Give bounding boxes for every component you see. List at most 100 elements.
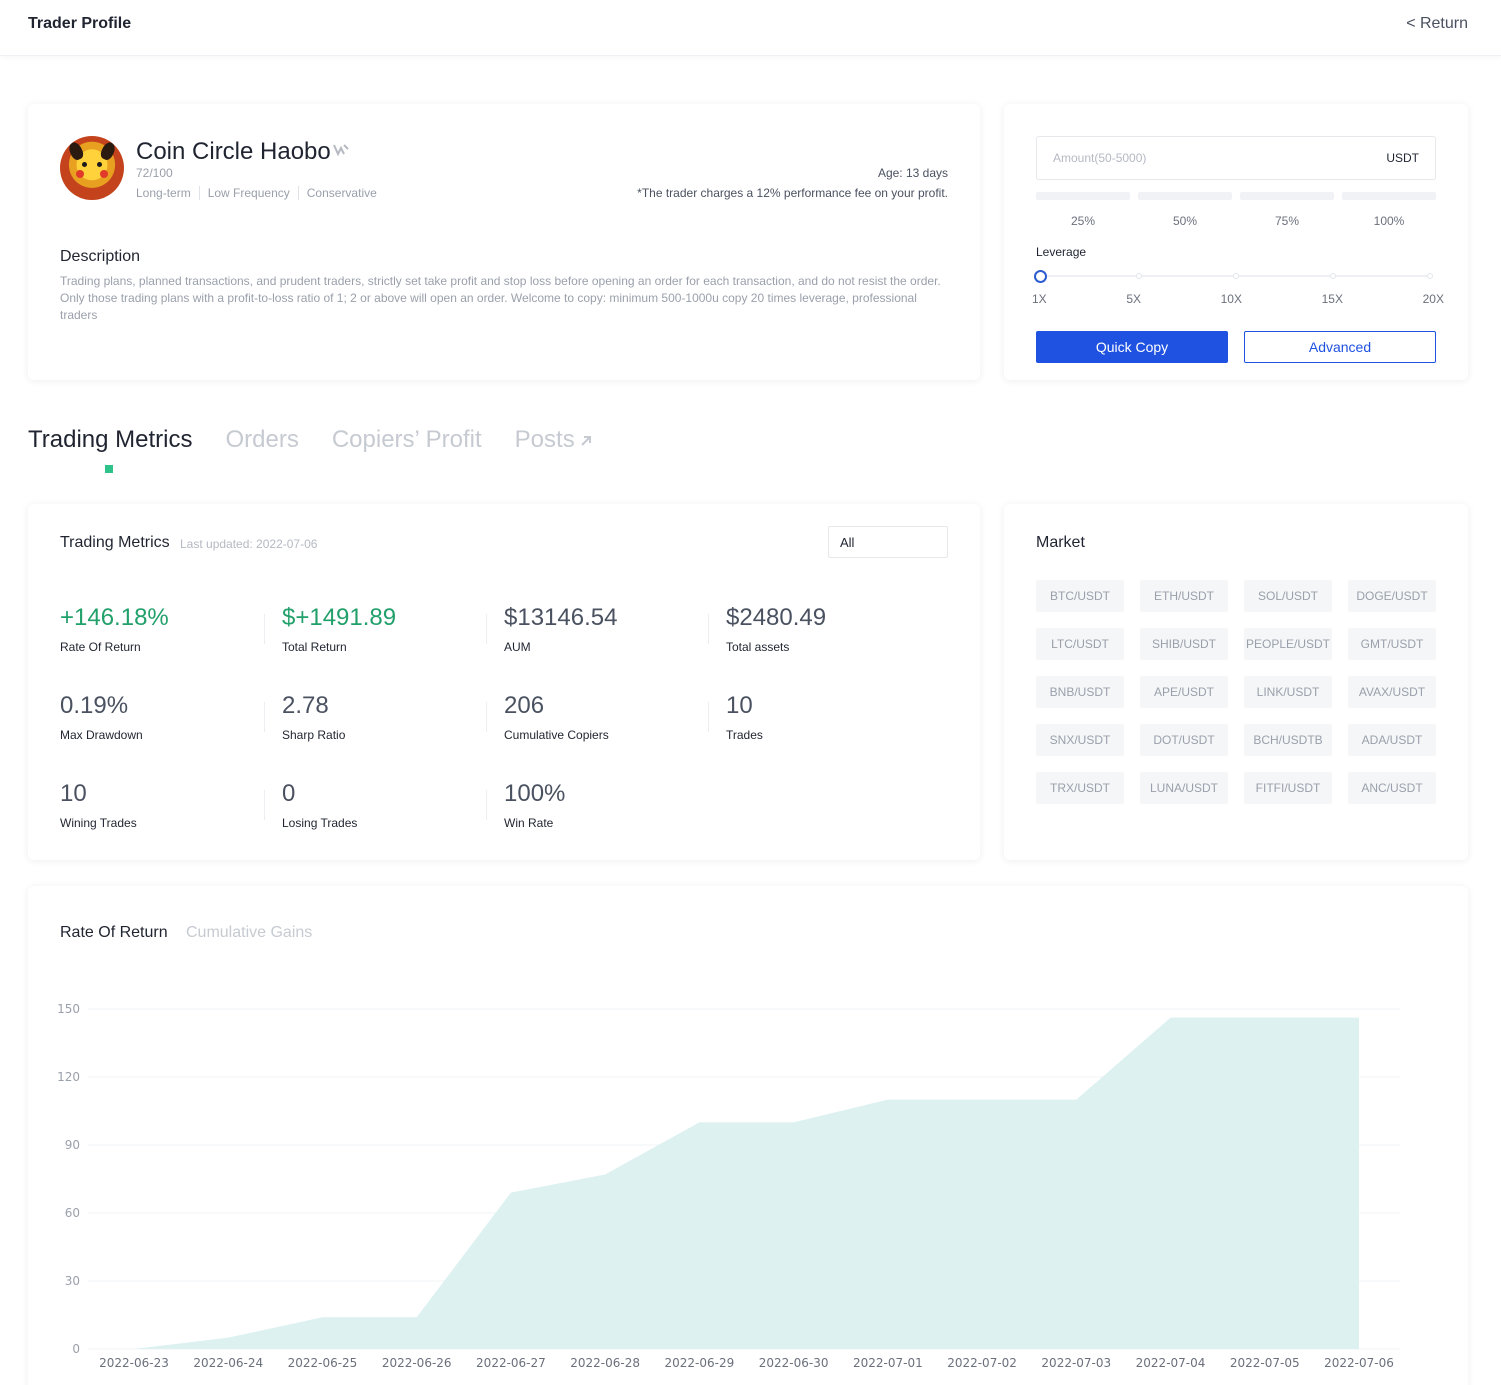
leverage-slider-handle[interactable] bbox=[1034, 270, 1047, 283]
tag: Conservative bbox=[297, 186, 385, 200]
leverage-mark: 20X bbox=[1422, 292, 1444, 306]
x-tick-label: 2022-06-28 bbox=[570, 1356, 640, 1370]
market-pair[interactable]: AVAX/USDT bbox=[1348, 676, 1436, 708]
quick-copy-button[interactable]: Quick Copy bbox=[1036, 331, 1228, 363]
stat-aum: $13146.54 AUM bbox=[504, 604, 704, 654]
x-tick-label: 2022-06-29 bbox=[665, 1356, 735, 1370]
tab-label: Orders bbox=[225, 426, 299, 453]
stat-value: 100% bbox=[504, 780, 566, 807]
percent-option-75[interactable]: 75% bbox=[1274, 214, 1300, 228]
market-pair[interactable]: SNX/USDT bbox=[1036, 724, 1124, 756]
stat-cumulative-copiers: 206 Cumulative Copiers bbox=[504, 692, 704, 742]
leverage-mark: 15X bbox=[1321, 292, 1343, 306]
market-pair[interactable]: LINK/USDT bbox=[1244, 676, 1332, 708]
market-pair[interactable]: BNB/USDT bbox=[1036, 676, 1124, 708]
fee-note: *The trader charges a 12% performance fe… bbox=[637, 186, 948, 200]
tab-trading-metrics[interactable]: Trading Metrics bbox=[28, 426, 192, 454]
stat-label: Losing Trades bbox=[282, 816, 358, 830]
percent-bar[interactable] bbox=[1036, 192, 1130, 200]
amount-input[interactable] bbox=[1037, 137, 1367, 179]
stat-total-return: $+1491.89 Total Return bbox=[282, 604, 482, 654]
y-tick-label: 90 bbox=[65, 1138, 80, 1152]
return-link[interactable]: < Return bbox=[1406, 15, 1468, 32]
leverage-stop[interactable] bbox=[1136, 273, 1142, 279]
tab-cumulative-gains[interactable]: Cumulative Gains bbox=[186, 924, 313, 941]
percent-option-25[interactable]: 25% bbox=[1070, 214, 1096, 228]
leverage-mark: 5X bbox=[1126, 292, 1141, 306]
stat-value: 10 bbox=[726, 692, 753, 719]
percent-bars bbox=[1036, 192, 1436, 200]
section-tabs: Trading Metrics Orders Copiers’ Profit P… bbox=[28, 426, 626, 454]
trading-metrics-card: Trading Metrics Last updated: 2022-07-06… bbox=[28, 504, 980, 860]
stat-value: $2480.49 bbox=[726, 604, 827, 631]
market-pair[interactable]: LTC/USDT bbox=[1036, 628, 1124, 660]
x-tick-label: 2022-07-04 bbox=[1136, 1356, 1206, 1370]
market-pair[interactable]: BTC/USDT bbox=[1036, 580, 1124, 612]
stat-label: Max Drawdown bbox=[60, 728, 143, 742]
advanced-button[interactable]: Advanced bbox=[1244, 331, 1436, 363]
market-pair[interactable]: ETH/USDT bbox=[1140, 580, 1228, 612]
y-tick-label: 30 bbox=[65, 1274, 80, 1288]
market-pair[interactable]: BCH/USDTB bbox=[1244, 724, 1332, 756]
market-pair[interactable]: TRX/USDT bbox=[1036, 772, 1124, 804]
x-tick-label: 2022-07-02 bbox=[947, 1356, 1017, 1370]
market-pair[interactable]: APE/USDT bbox=[1140, 676, 1228, 708]
leverage-label: Leverage bbox=[1036, 245, 1087, 259]
market-pair[interactable]: DOGE/USDT bbox=[1348, 580, 1436, 612]
description-heading: Description bbox=[60, 248, 141, 265]
market-pair[interactable]: ANC/USDT bbox=[1348, 772, 1436, 804]
stat-value: 206 bbox=[504, 692, 545, 719]
market-pair[interactable]: ADA/USDT bbox=[1348, 724, 1436, 756]
tab-posts[interactable]: Posts bbox=[515, 426, 593, 454]
x-tick-label: 2022-06-23 bbox=[99, 1356, 169, 1370]
market-pair[interactable]: SHIB/USDT bbox=[1140, 628, 1228, 660]
percent-option-50[interactable]: 50% bbox=[1172, 214, 1198, 228]
percent-bar[interactable] bbox=[1138, 192, 1232, 200]
market-pair[interactable]: LUNA/USDT bbox=[1140, 772, 1228, 804]
stat-label: Total Return bbox=[282, 640, 347, 654]
leverage-stop[interactable] bbox=[1233, 273, 1239, 279]
market-pair[interactable]: FITFI/USDT bbox=[1244, 772, 1332, 804]
period-select[interactable]: All bbox=[828, 526, 948, 558]
percent-bar[interactable] bbox=[1342, 192, 1436, 200]
stat-label: Cumulative Copiers bbox=[504, 728, 609, 742]
trader-age: Age: 13 days bbox=[877, 166, 948, 180]
market-pairs: BTC/USDT ETH/USDT SOL/USDT DOGE/USDT LTC/USD… bbox=[1036, 580, 1436, 804]
percent-bar[interactable] bbox=[1240, 192, 1334, 200]
stat-value: 0 bbox=[282, 780, 296, 807]
leverage-stop[interactable] bbox=[1330, 273, 1336, 279]
market-pair[interactable]: GMT/USDT bbox=[1348, 628, 1436, 660]
trader-score: 72/100 bbox=[136, 166, 173, 180]
market-pair[interactable]: SOL/USDT bbox=[1244, 580, 1332, 612]
page-title: Trader Profile bbox=[28, 15, 132, 32]
divider bbox=[264, 790, 265, 820]
stat-losing-trades: 0 Losing Trades bbox=[282, 780, 482, 830]
tab-rate-of-return[interactable]: Rate Of Return bbox=[60, 924, 168, 941]
tab-label: Copiers’ Profit bbox=[331, 426, 482, 453]
tab-orders[interactable]: Orders bbox=[225, 426, 298, 454]
tab-copiers-profit[interactable]: Copiers’ Profit bbox=[332, 426, 482, 454]
stat-value: 0.19% bbox=[60, 692, 129, 719]
market-pair[interactable]: DOT/USDT bbox=[1140, 724, 1228, 756]
tab-label: Posts bbox=[514, 426, 575, 453]
stat-trades: 10 Trades bbox=[726, 692, 926, 742]
external-link-icon bbox=[580, 435, 591, 446]
stat-win-rate: 100% Win Rate bbox=[504, 780, 704, 830]
divider bbox=[486, 790, 487, 820]
x-tick-label: 2022-07-06 bbox=[1324, 1356, 1394, 1370]
amount-field: USDT bbox=[1036, 136, 1436, 180]
leverage-slider-track[interactable] bbox=[1039, 273, 1433, 279]
stat-label: Sharp Ratio bbox=[282, 728, 346, 742]
avatar bbox=[60, 136, 124, 200]
market-pair[interactable]: PEOPLE/USDT bbox=[1244, 628, 1332, 660]
stat-label: Wining Trades bbox=[60, 816, 137, 830]
level-badge-icon bbox=[333, 144, 349, 157]
percent-option-100[interactable]: 100% bbox=[1373, 214, 1405, 228]
y-tick-label: 150 bbox=[57, 1002, 80, 1016]
leverage-stop[interactable] bbox=[1427, 273, 1433, 279]
return-area bbox=[134, 1017, 1359, 1349]
x-tick-label: 2022-06-25 bbox=[288, 1356, 358, 1370]
top-bar: Trader Profile < Return bbox=[0, 0, 1501, 56]
trader-tags: Long-term Low Frequency Conservative bbox=[136, 186, 385, 200]
stat-wining-trades: 10 Wining Trades bbox=[60, 780, 260, 830]
